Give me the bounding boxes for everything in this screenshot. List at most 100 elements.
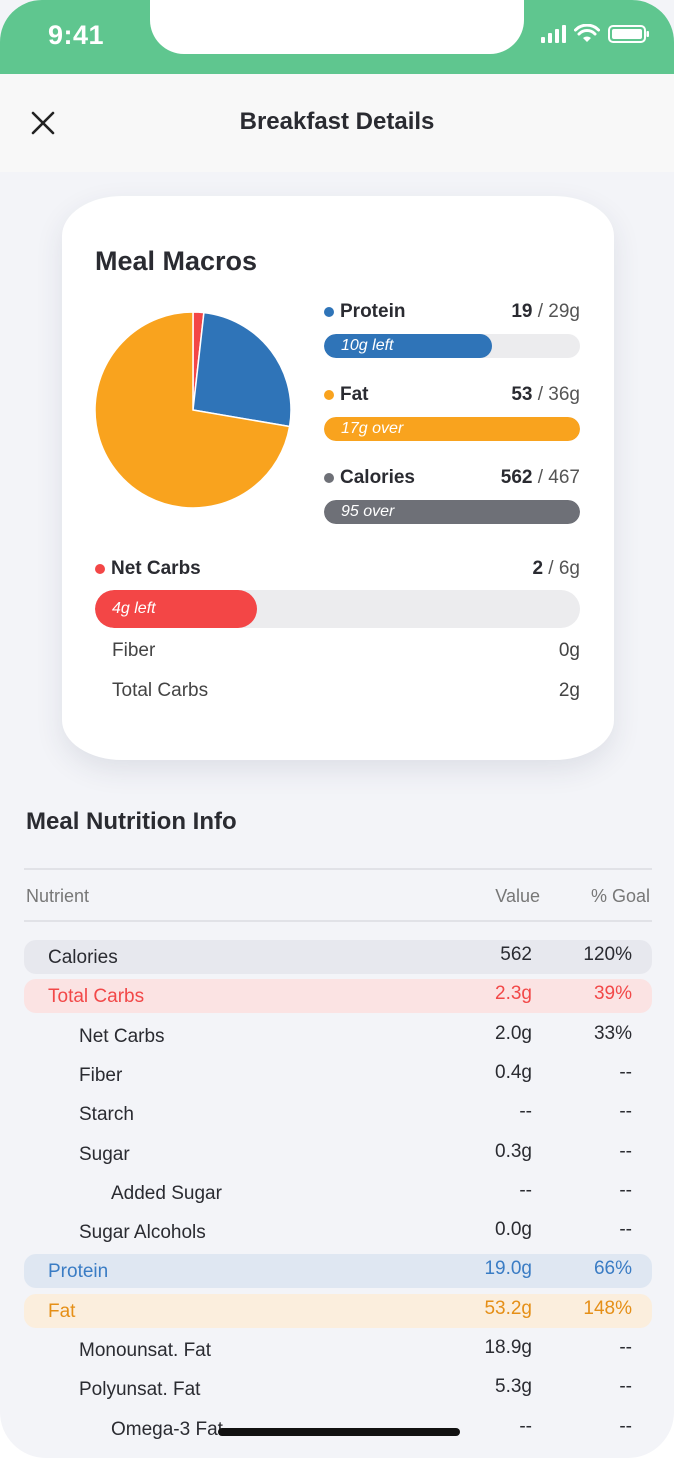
calories-over: 95 over	[341, 503, 395, 520]
fat-progress-fill	[324, 417, 580, 441]
fiber-value: 0g	[558, 640, 580, 661]
nutrient-value: --	[519, 1415, 532, 1437]
status-icons	[541, 24, 650, 44]
nutrient-goal-percent: --	[619, 1061, 632, 1083]
nutrient-value: 2.3g	[495, 983, 532, 1005]
protein-remaining: 10g left	[341, 337, 394, 354]
nutrient-label: Total Carbs	[48, 986, 145, 1008]
calories-label: Calories	[340, 467, 415, 488]
protein-label: Protein	[340, 301, 406, 322]
table-row-sugar: Sugar 0.3g --	[24, 1137, 652, 1171]
nutrient-goal-percent: --	[619, 1337, 632, 1358]
column-header-value: Value	[495, 886, 540, 906]
table-row-protein: Protein 19.0g 66%	[24, 1254, 652, 1289]
table-header-divider	[24, 920, 652, 922]
meal-macros-card: Meal Macros Protein 19 / 29g 10g left Fa…	[62, 196, 614, 760]
table-row-monounsat-fat: Monounsat. Fat 18.9g --	[24, 1333, 652, 1367]
nutrient-goal-percent: --	[619, 1101, 632, 1123]
table-row-calories: Calories 562 120%	[24, 940, 652, 974]
nutrient-value: 562	[500, 944, 532, 965]
home-indicator	[218, 1428, 460, 1436]
column-header-nutrient: Nutrient	[26, 886, 90, 906]
table-row-sugar-alcohols: Sugar Alcohols 0.0g --	[24, 1215, 652, 1249]
protein-value: 19 / 29g	[511, 301, 580, 322]
fat-over: 17g over	[341, 420, 404, 437]
fat-progress-bar: 17g over	[324, 417, 580, 441]
nutrient-goal-percent: --	[619, 1219, 632, 1241]
nutrient-value: --	[519, 1179, 532, 1201]
nutrient-value: 5.3g	[495, 1376, 532, 1398]
nutrient-label: Added Sugar	[111, 1182, 222, 1204]
page-title: Breakfast Details	[239, 108, 435, 135]
nutrient-goal-percent: 148%	[583, 1297, 632, 1319]
net-carbs-progress-bar: 4g left	[95, 590, 580, 628]
net-carbs-value: 2 / 6g	[532, 558, 580, 579]
fat-value: 53 / 36g	[511, 384, 580, 405]
net-carbs-macro: Net Carbs 2 / 6g 4g left	[95, 558, 580, 628]
status-bar: 9:41	[0, 0, 674, 74]
nutrient-label: Protein	[48, 1261, 109, 1283]
nutrient-label: Sugar Alcohols	[79, 1222, 206, 1244]
nutrient-value: 0.4g	[495, 1061, 532, 1083]
nutrient-goal-percent: 66%	[593, 1258, 632, 1280]
fat-label: Fat	[340, 384, 369, 405]
nutrient-goal-percent: --	[619, 1415, 632, 1437]
nutrient-value: 53.2g	[484, 1297, 532, 1319]
net-carbs-remaining: 4g left	[112, 600, 156, 617]
nutrient-goal-percent: --	[619, 1179, 632, 1201]
nutrient-value: 2.0g	[495, 1022, 532, 1044]
net-carbs-dot	[95, 564, 105, 574]
nutrient-goal-percent: 39%	[593, 983, 632, 1005]
nutrient-label: Polyunsat. Fat	[79, 1379, 201, 1401]
total-carbs-label: Total Carbs	[112, 680, 209, 701]
close-icon[interactable]	[28, 108, 58, 138]
navigation-bar: Breakfast Details	[0, 74, 674, 172]
nutrient-label: Starch	[79, 1104, 134, 1126]
card-title: Meal Macros	[95, 246, 258, 276]
table-row-total-carbs: Total Carbs 2.3g 39%	[24, 979, 652, 1014]
nutrient-goal-percent: --	[619, 1140, 632, 1162]
nutrition-section-title: Meal Nutrition Info	[26, 808, 237, 835]
table-row-net-carbs: Net Carbs 2.0g 33%	[24, 1019, 652, 1053]
protein-dot	[324, 307, 334, 317]
protein-macro: Protein 19 / 29g 10g left	[324, 301, 580, 358]
fiber-row: Fiber 0g	[112, 640, 580, 662]
calories-dot	[324, 473, 334, 483]
nutrient-value: 0.3g	[495, 1140, 532, 1162]
table-row-starch: Starch -- --	[24, 1097, 652, 1131]
calories-macro: Calories 562 / 467 95 over	[324, 467, 580, 524]
total-carbs-value: 2g	[558, 680, 580, 701]
calories-value: 562 / 467	[500, 467, 580, 488]
table-row-polyunsat-fat: Polyunsat. Fat 5.3g --	[24, 1372, 652, 1406]
macros-pie-chart	[94, 311, 292, 509]
nutrient-label: Monounsat. Fat	[79, 1340, 212, 1361]
table-row-added-sugar: Added Sugar -- --	[24, 1176, 652, 1210]
fat-macro: Fat 53 / 36g 17g over	[324, 384, 580, 441]
table-top-divider	[24, 868, 652, 870]
table-row-fiber: Fiber 0.4g --	[24, 1058, 652, 1092]
fat-dot	[324, 390, 334, 400]
nutrient-goal-percent: 33%	[593, 1022, 632, 1044]
pie-slice-fat	[94, 311, 291, 509]
column-header-goal: % Goal	[590, 886, 650, 906]
protein-progress-bar: 10g left	[324, 334, 580, 358]
calories-progress-fill	[324, 500, 580, 524]
calories-progress-bar: 95 over	[324, 500, 580, 524]
fiber-label: Fiber	[112, 640, 156, 661]
pie-slice-protein	[192, 311, 292, 428]
nutrient-label: Sugar	[79, 1143, 130, 1165]
nutrient-label: Fat	[48, 1300, 76, 1322]
battery-icon	[608, 25, 649, 43]
net-carbs-progress-fill	[95, 590, 257, 628]
wifi-icon	[574, 24, 600, 42]
protein-progress-fill	[324, 334, 492, 358]
nutrient-value: 19.0g	[484, 1258, 532, 1280]
net-carbs-label: Net Carbs	[111, 558, 201, 579]
nutrient-label: Fiber	[79, 1064, 123, 1086]
nutrient-goal-percent: --	[619, 1376, 632, 1398]
status-time: 9:41	[48, 20, 105, 50]
table-row-omega-3-fat: Omega-3 Fat -- --	[24, 1412, 652, 1446]
notch	[150, 0, 524, 54]
table-row-fat: Fat 53.2g 148%	[24, 1293, 652, 1328]
